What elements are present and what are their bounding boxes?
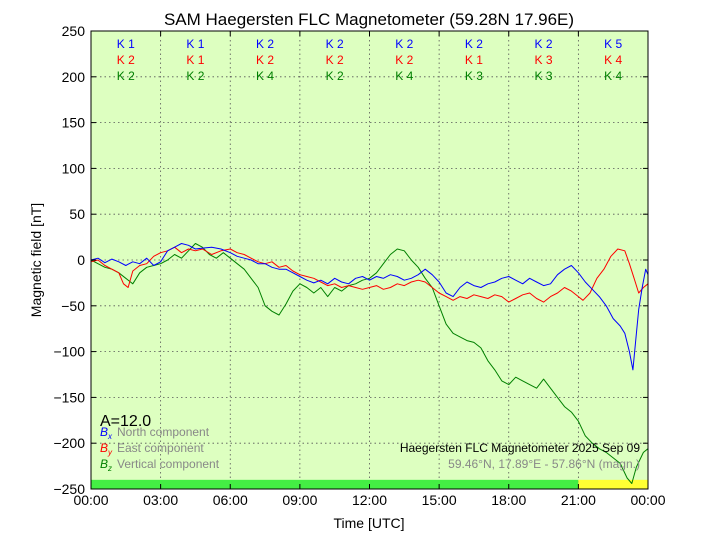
k-index-north: K 2 — [256, 37, 274, 51]
k-index-east: K 1 — [186, 53, 204, 67]
series-line-north-component — [90, 243, 649, 371]
k-index-east: K 2 — [395, 53, 413, 67]
y-tick-label: −250 — [53, 481, 85, 497]
y-tick-label: −150 — [53, 389, 85, 405]
k-index-vertical: K 3 — [535, 69, 553, 83]
y-tick-label: 200 — [62, 69, 86, 85]
x-tick-label: 21:00 — [561, 492, 596, 508]
a-index: A=12.0 — [100, 413, 151, 430]
k-index-north: K 1 — [117, 37, 135, 51]
k-index-east: K 2 — [326, 53, 344, 67]
legend-north-label: North component — [117, 425, 210, 439]
y-tick-label: 100 — [62, 160, 86, 176]
y-axis-label: Magnetic field [nT] — [28, 203, 44, 317]
x-tick-label: 12:00 — [352, 492, 387, 508]
k-index-east: K 1 — [465, 53, 483, 67]
x-tick-label: 06:00 — [213, 492, 248, 508]
x-tick-label: 00:00 — [73, 492, 108, 508]
k-index-vertical: K 4 — [395, 69, 413, 83]
y-tick-label: −50 — [61, 298, 85, 314]
grid-lines — [91, 31, 648, 489]
y-tick-label: −100 — [53, 344, 85, 360]
activity-segment — [91, 479, 579, 489]
k-index-north: K 5 — [604, 37, 622, 51]
k-index-vertical: K 2 — [186, 69, 204, 83]
k-index-north: K 2 — [395, 37, 413, 51]
activity-bar — [91, 479, 648, 489]
y-axis: 250 200 150 100 50 0 −50 −100 −150 −200 −250 — [53, 23, 648, 497]
k-index-vertical: K 3 — [465, 69, 483, 83]
legend: Bx North component By East component Bz … — [100, 425, 220, 473]
x-tick-label: 18:00 — [491, 492, 526, 508]
y-tick-label: 0 — [77, 252, 85, 268]
k-index-vertical: K 2 — [326, 69, 344, 83]
x-tick-label: 03:00 — [143, 492, 178, 508]
x-tick-label: 00:00 — [630, 492, 665, 508]
k-index-east: K 4 — [604, 53, 622, 67]
k-index-north: K 2 — [326, 37, 344, 51]
legend-east-label: East component — [117, 441, 204, 455]
x-tick-label: 09:00 — [282, 492, 317, 508]
x-tick-label: 15:00 — [422, 492, 457, 508]
k-index-east: K 2 — [256, 53, 274, 67]
y-tick-label: 250 — [62, 23, 86, 39]
y-tick-label: −200 — [53, 435, 85, 451]
x-axis-label: Time [UTC] — [333, 515, 404, 531]
series-lines — [90, 243, 649, 484]
series-line-east-component — [90, 246, 649, 303]
k-index-vertical: K 4 — [256, 69, 274, 83]
k-index-north: K 1 — [186, 37, 204, 51]
y-tick-label: 150 — [62, 115, 86, 131]
info-line-2: 59.46°N, 17.89°E - 57.86°N (magn.) — [448, 457, 640, 471]
series-line-vertical-component — [90, 243, 649, 484]
legend-vertical-label: Vertical component — [117, 457, 220, 471]
x-axis: 00:00 03:00 06:00 09:00 12:00 15:00 18:00 21:00… — [73, 31, 666, 508]
k-indices: K 1 K 2 K 2 K 1 K 1 K 2 K 2 K 2 K 4 K 2 K 2 K 2 K 2 K… — [117, 37, 623, 83]
k-index-vertical: K 4 — [604, 69, 622, 83]
k-index-east: K 2 — [117, 53, 135, 67]
k-index-vertical: K 2 — [117, 69, 135, 83]
activity-segment — [578, 479, 648, 489]
chart-title: SAM Haegersten FLC Magnetometer (59.28N … — [164, 10, 574, 29]
y-tick-label: 50 — [69, 206, 85, 222]
k-index-north: K 2 — [535, 37, 553, 51]
info-line-1: Haegersten FLC Magnetometer 2025 Sep 09 — [400, 441, 640, 455]
k-index-north: K 2 — [465, 37, 483, 51]
k-index-east: K 3 — [535, 53, 553, 67]
